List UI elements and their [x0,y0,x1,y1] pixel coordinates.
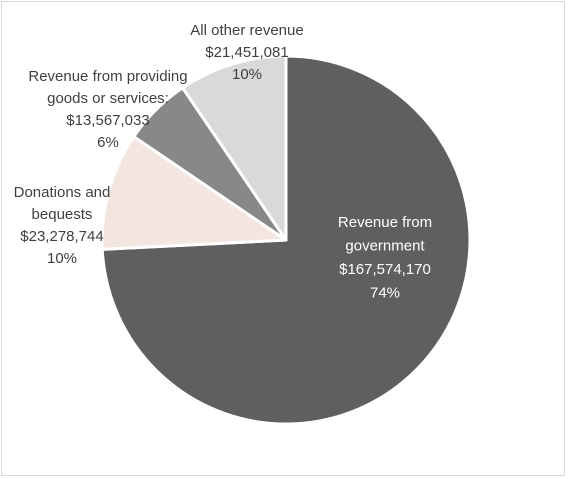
pie-slice-donations-and-bequests [100,135,288,251]
slice-percent-label: 6% [97,134,119,151]
slice-percent-label: 10% [47,250,77,267]
slice-category-label: bequests [32,206,93,223]
slice-category-label: Donations and [14,184,111,201]
slice-value-label: $21,451,081 [205,44,288,61]
slice-category-label: All other revenue [190,22,303,39]
slice-value-label: $13,567,033 [66,112,149,129]
slice-value-label: $23,278,744 [20,228,103,245]
slice-category-label: government [345,238,425,255]
pie-slice-all-other-revenue [181,54,288,242]
slice-label-revenue-from-government: Revenue from government $167,574,170 74% [338,214,432,302]
slice-label-all-other-revenue: All other revenue $21,451,081 10% [190,22,303,83]
slice-category-label: Revenue from providing [28,68,187,85]
slice-category-label: Revenue from [338,214,432,231]
slice-category-label: goods or services: [47,90,169,107]
pie-labels: Revenue from government $167,574,170 74% Don… [14,22,432,302]
pie-slices [100,54,472,426]
slice-label-revenue-from-providing-goods-or-services: Revenue from providing goods or services:… [28,68,187,151]
slice-value-label: $167,574,170 [339,261,431,278]
slice-percent-label: 10% [232,66,262,83]
slice-percent-label: 74% [370,285,400,302]
slice-label-donations-and-bequests: Donations and bequests $23,278,744 10% [14,184,111,267]
